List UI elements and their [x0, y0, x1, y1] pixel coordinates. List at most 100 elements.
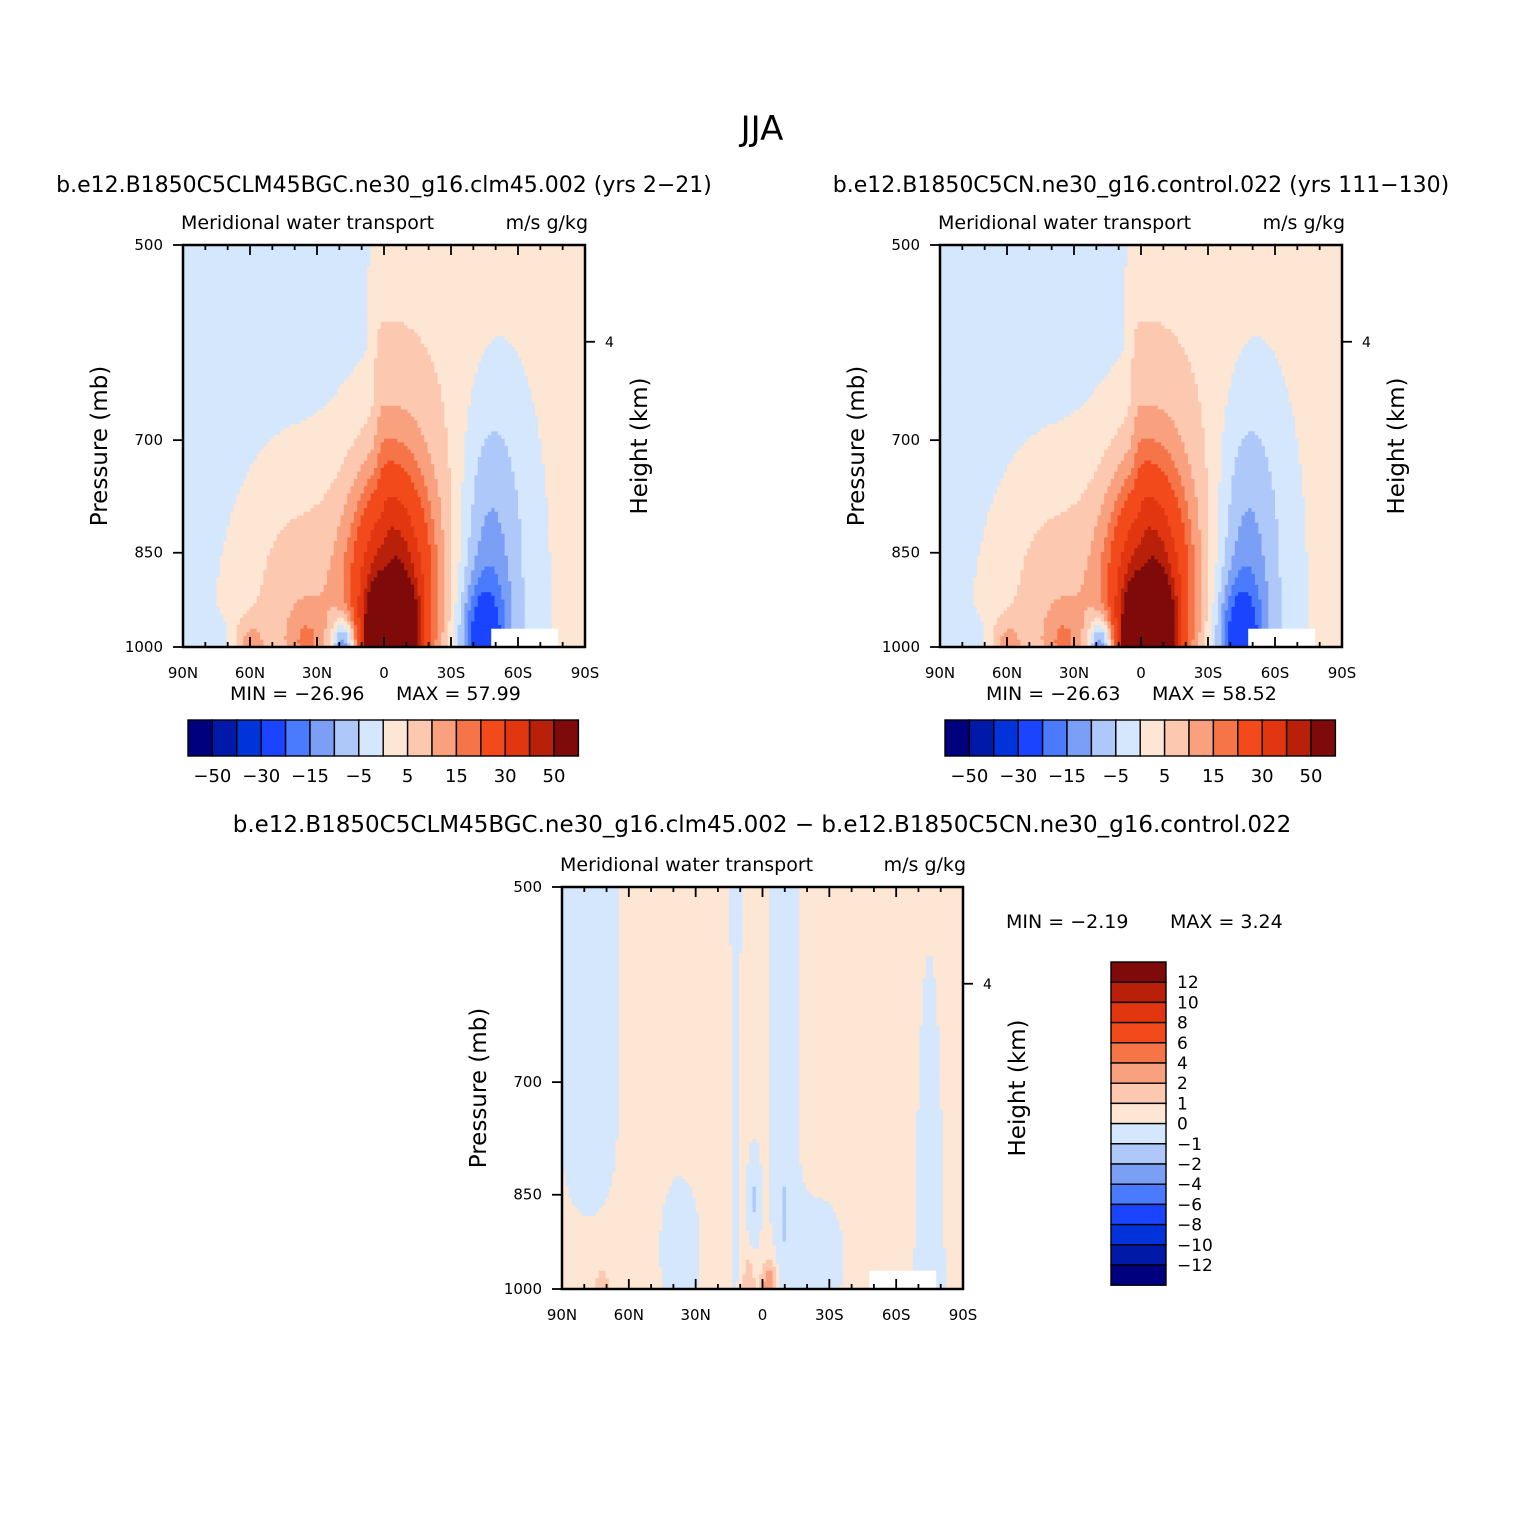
contour-cell [1020, 446, 1109, 451]
contour-cell [785, 1204, 834, 1210]
contour-cell [993, 639, 1001, 644]
colorbar-swatch [1110, 1102, 1167, 1125]
colorbar-label: 5 [402, 766, 413, 787]
contour-cell [451, 592, 459, 597]
contour-cell [1285, 380, 1343, 385]
contour-cell [739, 1230, 750, 1235]
contour-cell [511, 464, 546, 469]
contour-cell [842, 1270, 871, 1275]
contour-cell [226, 639, 238, 644]
contour-cell [183, 402, 328, 407]
contour-cell [514, 478, 546, 484]
contour-cell [1228, 643, 1249, 648]
contour-cell [183, 435, 275, 440]
contour-cell [464, 570, 472, 575]
contour-cell [1224, 614, 1233, 619]
contour-cell [437, 372, 476, 378]
contour-cell [451, 614, 455, 619]
contour-cell [363, 555, 375, 560]
contour-cell [799, 1157, 917, 1162]
contour-cell [562, 1095, 620, 1100]
colorbar-swatch [1090, 719, 1117, 757]
contour-cell [799, 992, 924, 998]
contour-cell [1234, 467, 1269, 473]
contour-cell [1030, 544, 1092, 549]
contour-cell [357, 508, 365, 513]
contour-cell [183, 376, 348, 381]
contour-cell [739, 1263, 747, 1268]
contour-cell [1218, 599, 1226, 604]
contour-cell [732, 1179, 740, 1184]
contour-cell [424, 625, 432, 630]
contour-cell [444, 592, 452, 597]
contour-cell [367, 420, 378, 425]
contour-cell [940, 416, 1065, 422]
contour-cell [497, 606, 506, 612]
contour-cell [534, 413, 586, 418]
contour-cell [1107, 610, 1112, 615]
contour-cell [1208, 606, 1212, 612]
contour-cell [337, 533, 352, 538]
contour-cell [420, 603, 425, 608]
contour-cell [598, 1208, 663, 1213]
contour-cell [430, 573, 439, 579]
contour-cell [699, 1241, 734, 1246]
contour-cell [1107, 625, 1112, 630]
contour-cell [380, 467, 405, 473]
contour-cell [940, 577, 975, 582]
contour-cell [481, 533, 506, 538]
contour-cell [343, 562, 352, 568]
contour-cell [327, 577, 345, 582]
contour-cell [916, 1168, 944, 1173]
contour-cell [487, 343, 512, 348]
contour-cell [474, 606, 499, 612]
contour-cell [373, 365, 435, 370]
contour-cell [672, 1183, 690, 1188]
contour-cell [183, 303, 368, 308]
contour-cell [1231, 562, 1266, 568]
contour-cell [363, 632, 419, 637]
contour-cell [1124, 541, 1142, 546]
contour-cell [370, 566, 385, 571]
contour-cell [1137, 449, 1169, 454]
contour-cell [739, 1175, 747, 1180]
contour-cell [471, 398, 532, 403]
contour-cell [521, 522, 549, 527]
contour-cell [732, 1131, 740, 1137]
contour-cell [1130, 394, 1199, 400]
contour-cell [675, 1175, 683, 1180]
contour-cell [1285, 383, 1343, 389]
contour-cell [942, 1215, 964, 1221]
contour-cell [474, 493, 519, 498]
contour-cell [340, 519, 355, 524]
contour-cell [618, 989, 734, 994]
contour-cell [1124, 581, 1129, 586]
contour-cell [940, 446, 1021, 451]
contour-cell [1117, 632, 1122, 637]
contour-cell [912, 1267, 947, 1272]
contour-cell [1201, 573, 1209, 579]
contour-cell [1201, 570, 1209, 575]
contour-cell [494, 336, 506, 341]
contour-cell [457, 599, 462, 604]
contour-cell [916, 1193, 944, 1199]
contour-cell [1187, 515, 1199, 520]
contour-cell [464, 573, 472, 579]
contour-cell [507, 449, 543, 454]
contour-cell [1080, 588, 1102, 593]
contour-cell [437, 628, 445, 633]
contour-cell [729, 923, 744, 928]
y-ticks-2 [930, 244, 940, 648]
contour-cell [765, 1274, 774, 1279]
contour-cell [1308, 555, 1343, 560]
contour-cell [1134, 424, 1176, 429]
contour-cell [236, 493, 325, 498]
contour-cell [732, 992, 740, 998]
contour-cell [739, 1179, 747, 1184]
contour-cell [1201, 617, 1209, 623]
contour-cell [420, 566, 432, 571]
contour-cell [1231, 606, 1256, 612]
contour-cell [544, 493, 586, 498]
contour-cell [551, 562, 586, 568]
contour-cell [464, 639, 469, 644]
